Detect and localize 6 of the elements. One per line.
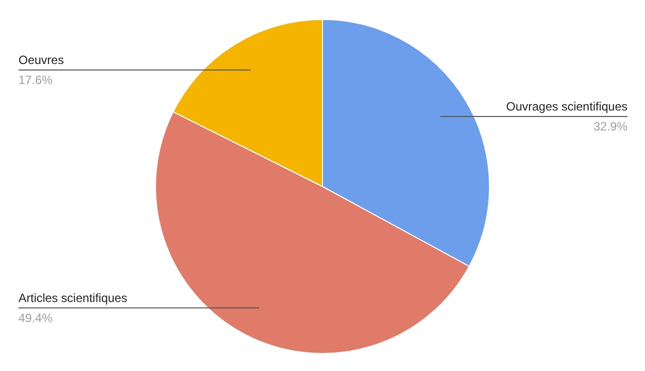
slice-label: Articles scientifiques <box>18 290 128 305</box>
slice-label: Ouvrages scientifiques <box>506 100 628 114</box>
data-label: 17.6% <box>18 73 53 88</box>
slice-label: Oeuvres <box>18 53 64 68</box>
data-label: 32.9% <box>593 120 628 134</box>
data-label: 49.4% <box>18 310 53 325</box>
